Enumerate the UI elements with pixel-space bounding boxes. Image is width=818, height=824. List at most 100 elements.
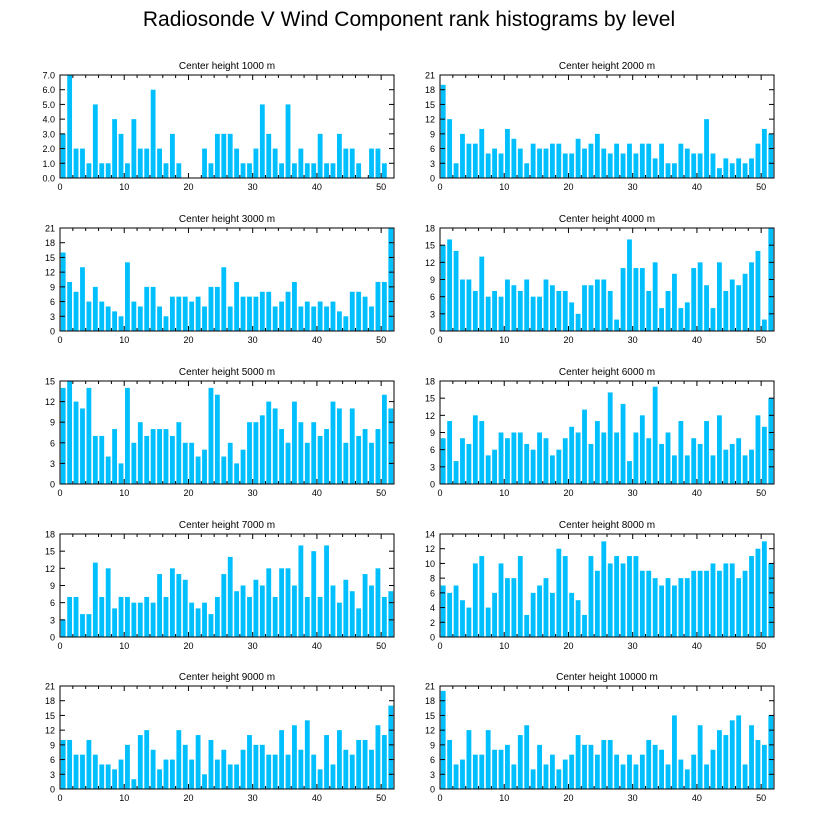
bar <box>678 143 684 178</box>
bar <box>330 764 336 789</box>
bar <box>227 133 233 178</box>
bar <box>247 163 252 178</box>
bar <box>272 754 278 789</box>
bar <box>375 148 381 178</box>
bar <box>118 316 124 331</box>
bar <box>505 438 510 484</box>
bar <box>524 279 530 331</box>
y-tick-label: 18 <box>425 85 435 95</box>
bar <box>723 158 729 178</box>
y-tick-label: 10 <box>425 559 435 569</box>
bar <box>131 442 137 484</box>
bar <box>736 578 742 637</box>
bar <box>755 415 761 484</box>
bar <box>214 133 220 178</box>
bar <box>375 429 381 484</box>
y-tick-label: 12 <box>45 726 55 736</box>
bar <box>659 308 665 331</box>
bar <box>460 759 465 789</box>
bar <box>279 163 285 178</box>
bar <box>562 153 568 178</box>
bar <box>505 744 510 789</box>
bar <box>453 163 459 178</box>
bar <box>691 153 697 178</box>
bar <box>556 449 562 484</box>
panel-title: Center height 5000 m <box>179 367 275 378</box>
y-tick-label: 6 <box>430 144 435 154</box>
bar <box>73 148 79 178</box>
x-tick-label: 40 <box>692 641 702 651</box>
x-tick-label: 20 <box>183 335 193 345</box>
bar <box>369 749 374 789</box>
bar <box>524 725 530 789</box>
bar <box>447 592 453 637</box>
bar <box>453 585 459 637</box>
y-tick-label: 12 <box>425 726 435 736</box>
bar <box>633 556 639 637</box>
panel-title: Center height 10000 m <box>556 672 658 683</box>
y-tick-label: 14 <box>425 530 435 540</box>
bar <box>163 429 169 484</box>
bar <box>362 296 368 331</box>
bar <box>607 290 613 331</box>
bar <box>317 435 323 484</box>
bar <box>665 432 671 484</box>
bar <box>665 578 671 637</box>
x-tick-label: 10 <box>119 793 129 803</box>
y-tick-label: 5.0 <box>42 100 55 110</box>
bar <box>298 148 304 178</box>
bar <box>472 754 478 789</box>
x-tick-label: 0 <box>437 488 442 498</box>
x-tick-label: 0 <box>57 488 62 498</box>
bar <box>330 301 336 331</box>
bar <box>736 158 742 178</box>
bar <box>86 163 92 178</box>
x-tick-label: 30 <box>248 641 258 651</box>
bar <box>684 302 690 331</box>
bar <box>189 759 195 789</box>
bar <box>144 596 150 637</box>
bar <box>336 602 342 637</box>
y-tick-label: 9 <box>50 282 55 292</box>
bar <box>381 596 387 637</box>
bar <box>517 290 523 331</box>
bar <box>356 608 362 637</box>
bar <box>517 432 523 484</box>
bar <box>678 759 684 789</box>
bar <box>549 455 555 484</box>
bar <box>672 715 677 789</box>
bar <box>704 764 709 789</box>
bar <box>460 133 465 178</box>
bar <box>67 381 73 484</box>
bar <box>125 262 130 331</box>
bar <box>562 556 568 637</box>
y-tick-label: 15 <box>45 377 55 387</box>
bar <box>298 545 304 637</box>
bar <box>594 133 600 178</box>
bar <box>292 401 297 484</box>
bar <box>67 596 73 637</box>
bar <box>125 596 130 637</box>
bar <box>755 250 761 331</box>
bar <box>633 432 639 484</box>
bar <box>266 291 272 331</box>
bar <box>453 250 459 331</box>
bar <box>169 435 175 484</box>
bar <box>163 163 169 178</box>
y-tick-label: 18 <box>425 696 435 706</box>
bar <box>324 429 329 484</box>
bar <box>80 754 85 789</box>
bar <box>472 415 478 484</box>
bar <box>749 449 754 484</box>
bar <box>678 308 684 331</box>
bar <box>92 104 98 178</box>
y-tick-label: 9 <box>430 129 435 139</box>
bar <box>266 133 272 178</box>
bar <box>105 764 111 789</box>
bar <box>356 291 362 331</box>
bar <box>768 398 774 484</box>
x-tick-label: 30 <box>248 488 258 498</box>
bar <box>157 306 162 331</box>
bar <box>137 602 143 637</box>
bar <box>672 163 677 178</box>
